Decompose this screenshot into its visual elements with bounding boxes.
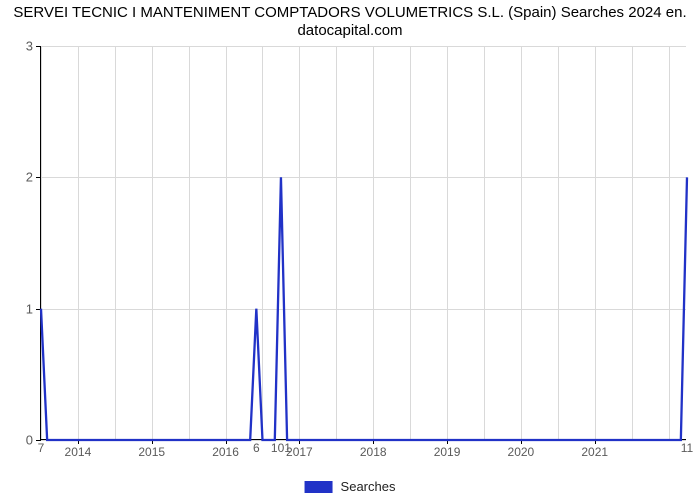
legend-swatch [305,481,333,493]
chart-title: SERVEI TECNIC I MANTENIMENT COMPTADORS V… [0,4,700,40]
data-point-label: 101 [271,439,291,455]
x-tick-label: 2021 [581,439,608,459]
line-series [41,46,687,440]
x-tick-label: 2014 [65,439,92,459]
y-tick-label: 1 [26,301,41,316]
legend-label: Searches [341,479,396,494]
y-tick-label: 2 [26,170,41,185]
x-tick-label: 2015 [138,439,165,459]
y-tick-label: 3 [26,39,41,54]
chart-container: SERVEI TECNIC I MANTENIMENT COMPTADORS V… [0,0,700,500]
data-point-label: 11 [681,439,693,455]
x-tick-label: 2020 [508,439,535,459]
legend: Searches [305,479,396,494]
x-tick-label: 2019 [434,439,461,459]
data-point-label: 6 [253,439,260,455]
x-tick-label: 2016 [212,439,239,459]
data-point-label: 7 [38,439,45,455]
plot-area: 0123201420152016201720182019202020217610… [40,46,686,440]
x-tick-label: 2018 [360,439,387,459]
